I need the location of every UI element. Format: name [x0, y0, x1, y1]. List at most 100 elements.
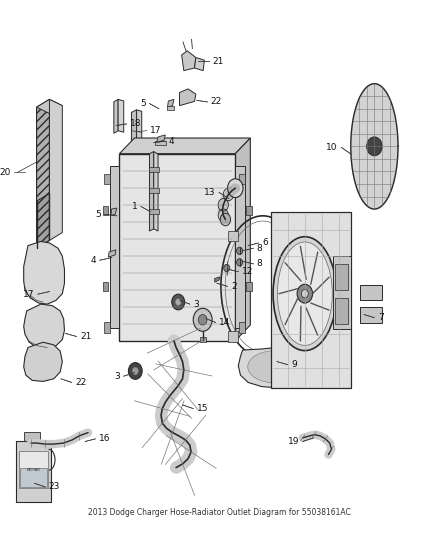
- Bar: [228, 231, 238, 241]
- Bar: [104, 174, 110, 184]
- Polygon shape: [131, 110, 137, 144]
- Text: 15: 15: [197, 404, 208, 413]
- Bar: [148, 209, 159, 214]
- Text: 21: 21: [212, 56, 224, 66]
- Bar: [239, 174, 245, 184]
- Bar: [24, 432, 40, 441]
- Circle shape: [176, 299, 181, 305]
- Bar: [239, 322, 245, 333]
- Circle shape: [193, 308, 212, 332]
- Polygon shape: [108, 250, 116, 257]
- Text: 8: 8: [257, 244, 262, 253]
- Text: 2013 Dodge Charger Hose-Radiator Outlet Diagram for 55038161AC: 2013 Dodge Charger Hose-Radiator Outlet …: [88, 508, 350, 517]
- Polygon shape: [154, 151, 158, 231]
- Ellipse shape: [248, 351, 304, 383]
- Bar: [287, 332, 298, 342]
- Polygon shape: [351, 84, 398, 209]
- Text: 19: 19: [288, 437, 299, 446]
- Text: 3: 3: [114, 372, 120, 381]
- Polygon shape: [36, 193, 49, 248]
- Circle shape: [297, 284, 313, 303]
- Text: 20: 20: [0, 168, 11, 177]
- Polygon shape: [120, 138, 251, 154]
- Ellipse shape: [273, 237, 337, 351]
- Text: 9: 9: [291, 360, 297, 369]
- Bar: [360, 285, 382, 301]
- Polygon shape: [118, 99, 124, 132]
- Bar: [166, 106, 174, 110]
- Bar: [360, 307, 382, 323]
- Polygon shape: [215, 277, 220, 282]
- Text: 7: 7: [378, 313, 384, 322]
- Text: 8: 8: [257, 260, 262, 269]
- Bar: [287, 231, 298, 241]
- Polygon shape: [24, 304, 64, 349]
- Polygon shape: [24, 241, 64, 304]
- Text: 17: 17: [23, 289, 35, 298]
- Bar: [20, 467, 47, 488]
- Text: 14: 14: [219, 318, 230, 327]
- Bar: [155, 141, 166, 145]
- Bar: [110, 166, 120, 328]
- Bar: [247, 281, 251, 291]
- Polygon shape: [238, 348, 313, 387]
- Polygon shape: [16, 441, 51, 502]
- Bar: [120, 154, 235, 341]
- Polygon shape: [194, 58, 205, 71]
- Bar: [235, 166, 245, 328]
- Circle shape: [237, 259, 243, 266]
- Text: 13: 13: [204, 188, 215, 197]
- Text: 4: 4: [91, 256, 96, 265]
- Bar: [103, 281, 108, 291]
- Bar: [247, 206, 251, 215]
- Circle shape: [367, 137, 382, 156]
- Circle shape: [128, 362, 142, 379]
- Bar: [104, 322, 110, 333]
- Polygon shape: [111, 208, 117, 215]
- Text: 10: 10: [326, 143, 338, 152]
- Bar: [335, 298, 348, 324]
- Polygon shape: [49, 99, 62, 240]
- Text: 3: 3: [193, 300, 199, 309]
- Text: 6: 6: [262, 238, 268, 247]
- Bar: [228, 332, 238, 342]
- Polygon shape: [24, 342, 62, 382]
- Circle shape: [198, 314, 207, 325]
- Text: 5: 5: [95, 210, 101, 219]
- Circle shape: [224, 264, 230, 272]
- Polygon shape: [235, 138, 251, 341]
- Polygon shape: [157, 135, 166, 142]
- Polygon shape: [271, 212, 351, 387]
- Ellipse shape: [277, 242, 332, 345]
- Circle shape: [220, 213, 230, 226]
- Polygon shape: [180, 89, 196, 106]
- Polygon shape: [36, 99, 49, 248]
- Circle shape: [172, 294, 185, 310]
- Polygon shape: [182, 51, 196, 71]
- Text: 21: 21: [80, 332, 91, 341]
- Text: 4: 4: [169, 136, 174, 146]
- Text: 16: 16: [99, 434, 110, 443]
- Circle shape: [237, 247, 243, 254]
- Text: 23: 23: [49, 482, 60, 491]
- Circle shape: [228, 179, 243, 198]
- Text: MOPAR: MOPAR: [27, 467, 40, 472]
- Text: 17: 17: [150, 126, 162, 135]
- Text: 5: 5: [140, 99, 146, 108]
- Text: 18: 18: [130, 119, 141, 128]
- Text: 12: 12: [242, 267, 253, 276]
- Bar: [335, 264, 348, 290]
- Bar: [200, 337, 206, 342]
- Bar: [148, 167, 159, 173]
- Text: 22: 22: [211, 98, 222, 107]
- Polygon shape: [149, 151, 154, 231]
- Polygon shape: [167, 99, 174, 107]
- Bar: [148, 188, 159, 193]
- Text: 2: 2: [231, 282, 237, 291]
- Bar: [103, 206, 108, 215]
- Text: 22: 22: [75, 378, 86, 387]
- Polygon shape: [36, 99, 62, 114]
- Polygon shape: [114, 99, 118, 133]
- Text: 1: 1: [132, 202, 138, 211]
- Polygon shape: [333, 256, 351, 329]
